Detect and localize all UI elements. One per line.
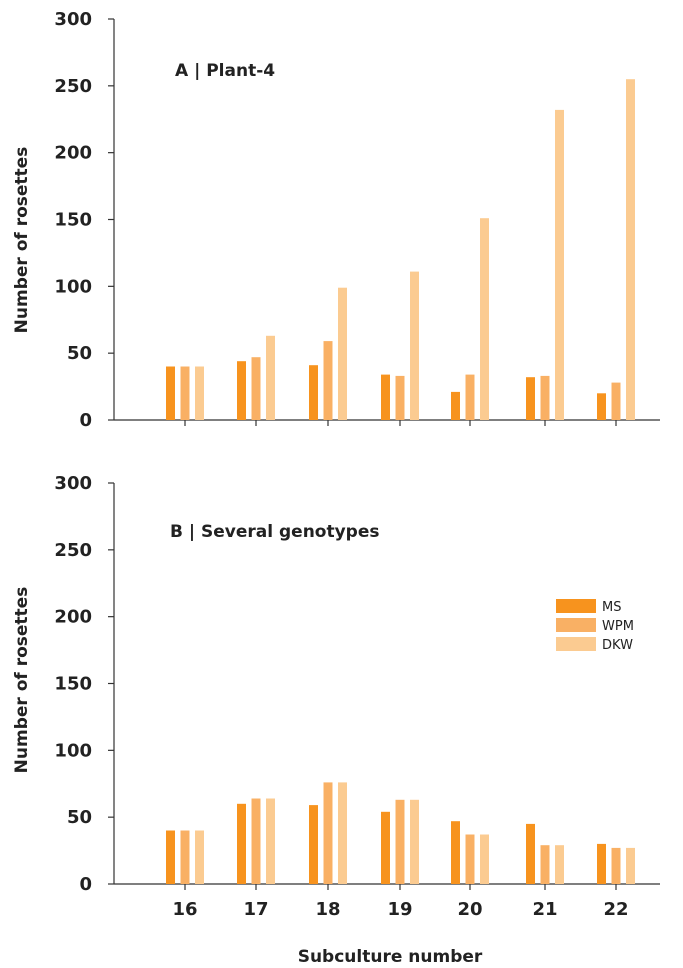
panel-a-bar-dkw-19 xyxy=(410,271,419,420)
panel-b-bar-ms-16 xyxy=(166,830,175,884)
panel-b-y-tick-label: 150 xyxy=(54,674,92,695)
panel-a-bar-dkw-17 xyxy=(266,335,275,420)
panel-a-bar-ms-19 xyxy=(381,374,390,420)
panel-b-y-tick-label: 200 xyxy=(54,607,92,628)
legend-label-ms: MS xyxy=(602,600,621,615)
panel-b-bar-wpm-18 xyxy=(323,782,333,884)
panel-a-bar-ms-16 xyxy=(166,366,175,420)
panel-a-y-tick-label: 300 xyxy=(54,9,92,30)
panel-b-bar-wpm-19 xyxy=(395,799,405,884)
panel-a-bar-wpm-17 xyxy=(251,357,261,420)
panel-a-bar-dkw-18 xyxy=(338,287,347,420)
panel-b-x-tick-label: 22 xyxy=(603,899,628,920)
panel-b-title: B | Several genotypes xyxy=(170,522,380,542)
panel-b-bar-wpm-21 xyxy=(540,845,550,884)
panel-b-bar-ms-18 xyxy=(309,805,318,884)
panel-a-y-tick-label: 0 xyxy=(79,410,92,431)
panel-b-x-tick-label: 18 xyxy=(315,899,340,920)
panel-a-bar-ms-20 xyxy=(451,391,460,420)
panel-a-bar-dkw-20 xyxy=(480,218,489,420)
panel-b-y-tick-label: 250 xyxy=(54,540,92,561)
panel-b-x-tick-label: 19 xyxy=(387,899,412,920)
panel-b-bar-dkw-22 xyxy=(626,847,635,884)
panel-b-bar-ms-20 xyxy=(451,821,460,884)
panel-b-bar-dkw-17 xyxy=(266,798,275,884)
panel-b-bar-dkw-20 xyxy=(480,834,489,884)
panel-a-bar-wpm-22 xyxy=(611,382,621,420)
panel-a-y-tick-label: 100 xyxy=(54,276,92,297)
panel-b-bar-wpm-17 xyxy=(251,798,261,884)
panel-a-title: A | Plant-4 xyxy=(175,61,275,81)
panel-a-bar-wpm-18 xyxy=(323,341,333,420)
panel-a-bar-ms-22 xyxy=(597,393,606,420)
panel-b-bar-wpm-16 xyxy=(180,830,190,884)
panel-b-y-axis-label: Number of rosettes xyxy=(12,587,32,774)
panel-b-x-tick-label: 20 xyxy=(457,899,482,920)
panel-a-y-tick-label: 200 xyxy=(54,143,92,164)
legend-swatch-dkw xyxy=(556,637,596,651)
legend-swatch-wpm xyxy=(556,618,596,632)
panel-b-y-tick-label: 100 xyxy=(54,740,92,761)
panel-b-bar-wpm-20 xyxy=(465,834,475,884)
x-axis-label: Subculture number xyxy=(298,947,483,967)
panel-a-bar-wpm-16 xyxy=(180,366,190,420)
legend-swatch-ms xyxy=(556,599,596,613)
legend: MS WPM DKW xyxy=(556,599,634,653)
panel-a-bar-wpm-19 xyxy=(395,375,405,420)
panel-b-bar-dkw-18 xyxy=(338,782,347,884)
panel-b-x-tick-label: 21 xyxy=(532,899,557,920)
panel-b-bar-dkw-19 xyxy=(410,799,419,884)
panel-b-bar-ms-22 xyxy=(597,843,606,884)
panel-a-bar-ms-18 xyxy=(309,365,318,420)
panel-a-bar-dkw-22 xyxy=(626,79,635,420)
panel-b-y-tick-label: 0 xyxy=(79,874,92,895)
legend-label-dkw: DKW xyxy=(602,638,633,653)
panel-b-bar-dkw-21 xyxy=(555,845,564,884)
panel-b-bar-wpm-22 xyxy=(611,847,621,884)
panel-a-y-tick-label: 250 xyxy=(54,76,92,97)
panel-b-y-tick-label: 300 xyxy=(54,473,92,494)
panel-a-bar-ms-17 xyxy=(237,361,246,420)
panel-b-bar-ms-21 xyxy=(526,823,535,884)
panel-a-y-tick-label: 150 xyxy=(54,210,92,231)
panel-b-x-tick-label: 16 xyxy=(172,899,197,920)
legend-label-wpm: WPM xyxy=(602,619,634,634)
panel-a-y-tick-label: 50 xyxy=(67,343,92,364)
panel-b: B | Several genotypes Number of rosettes… xyxy=(12,473,660,920)
panel-b-x-tick-label: 17 xyxy=(243,899,268,920)
panel-b-y-tick-label: 50 xyxy=(67,807,92,828)
panel-b-bar-ms-19 xyxy=(381,811,390,884)
panel-a-y-axis-label: Number of rosettes xyxy=(12,147,32,334)
panel-a-bar-wpm-20 xyxy=(465,374,475,420)
panel-a-bar-wpm-21 xyxy=(540,375,550,420)
panel-a-bar-ms-21 xyxy=(526,377,535,420)
panel-b-bar-ms-17 xyxy=(237,803,246,884)
panel-b-bar-dkw-16 xyxy=(195,830,204,884)
panel-a-bar-dkw-21 xyxy=(555,109,564,421)
panel-a: A | Plant-4 Number of rosettes 0 50 100 150… xyxy=(12,9,660,431)
panel-a-bar-dkw-16 xyxy=(195,366,204,420)
